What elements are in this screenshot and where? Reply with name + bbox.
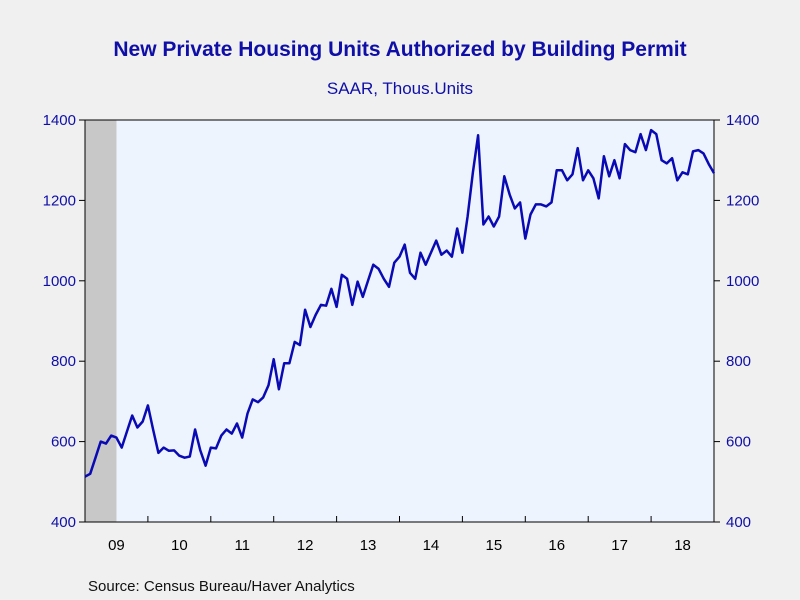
y-tick-label-right: 600 (726, 434, 751, 451)
x-tick-label: 11 (234, 537, 250, 554)
x-tick-label: 13 (360, 537, 377, 554)
y-tick-label-left: 1000 (43, 273, 76, 290)
series-line (84, 128, 716, 478)
y-tick-label-left: 600 (51, 434, 76, 451)
source-note: Source: Census Bureau/Haver Analytics (88, 578, 355, 595)
plot-area (85, 120, 714, 522)
y-tick-label-right: 800 (726, 353, 751, 370)
x-tick-label: 16 (548, 537, 565, 554)
y-tick-label-left: 800 (51, 353, 76, 370)
chart-title: New Private Housing Units Authorized by … (113, 38, 687, 61)
y-tick-label-left: 1400 (43, 112, 76, 129)
x-tick-label: 17 (611, 537, 628, 554)
y-tick-label-left: 1200 (43, 192, 76, 209)
x-tick-label: 15 (486, 537, 503, 554)
x-tick-label: 18 (674, 537, 691, 554)
y-tick-label-right: 1400 (726, 112, 759, 129)
x-tick-label: 10 (171, 537, 188, 554)
y-tick-label-right: 400 (726, 514, 751, 531)
x-tick-label: 09 (108, 537, 125, 554)
y-tick-label-left: 400 (51, 514, 76, 531)
x-tick-label: 12 (297, 537, 314, 554)
x-tick-label: 14 (423, 537, 440, 554)
y-tick-label-right: 1000 (726, 273, 759, 290)
y-tick-label-right: 1200 (726, 192, 759, 209)
recession-band (85, 120, 117, 522)
chart-subtitle: SAAR, Thous.Units (326, 79, 474, 98)
